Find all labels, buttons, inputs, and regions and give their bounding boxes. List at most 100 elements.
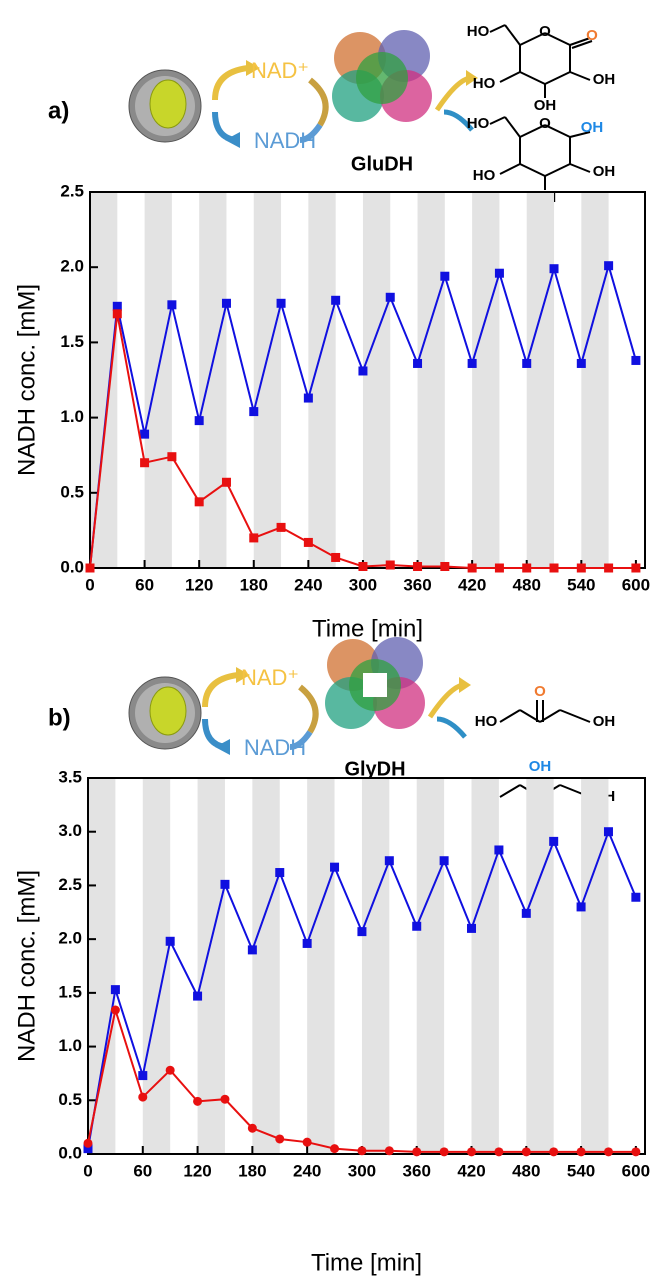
x-tick-label: 0 (85, 575, 94, 594)
arrow-sub (436, 716, 467, 739)
marker (110, 1005, 120, 1015)
marker (247, 1123, 257, 1133)
shaded-band (197, 778, 225, 1154)
marker (494, 1147, 504, 1157)
shaded-band (88, 778, 116, 1154)
marker (358, 561, 368, 571)
marker (385, 560, 395, 570)
marker (302, 938, 312, 948)
marker (112, 309, 122, 319)
shaded-band (526, 778, 554, 1154)
marker (576, 902, 586, 912)
atom-label: O (534, 683, 546, 700)
marker (330, 862, 340, 872)
marker (413, 358, 423, 368)
atom-label: OH (593, 71, 616, 88)
marker (193, 991, 203, 1001)
marker (276, 298, 286, 308)
marker (467, 563, 477, 573)
arrow-right2 (299, 123, 323, 143)
marker (110, 985, 120, 995)
marker (275, 868, 285, 878)
panel-label: a) (48, 97, 69, 124)
atom-label: OH (593, 713, 616, 730)
bond (504, 24, 521, 46)
arrow-prod-head (459, 677, 471, 693)
shaded-band (472, 192, 500, 568)
marker (576, 563, 586, 573)
marker (494, 845, 504, 855)
marker (220, 879, 230, 889)
x-tick-label: 420 (457, 1161, 485, 1180)
marker (440, 561, 450, 571)
marker (165, 936, 175, 946)
y-tick-label: 2.0 (58, 929, 82, 948)
marker (631, 355, 641, 365)
marker (167, 300, 177, 310)
bond (544, 71, 571, 85)
marker (331, 295, 341, 305)
marker (385, 292, 395, 302)
marker (549, 264, 559, 274)
x-tick-label: 360 (403, 575, 431, 594)
marker (193, 1096, 203, 1106)
marker (85, 563, 95, 573)
marker (631, 892, 641, 902)
y-tick-label: 1.0 (60, 407, 84, 426)
cofactor-oxidized: NAD⁺ (241, 665, 299, 690)
x-tick-label: 0 (83, 1161, 92, 1180)
y-tick-label: 0.5 (58, 1090, 82, 1109)
bond (544, 32, 571, 46)
marker (83, 1138, 93, 1148)
marker (194, 497, 204, 507)
marker (83, 1144, 93, 1154)
x-tick-label: 60 (133, 1161, 152, 1180)
arrow-prod-head (466, 70, 478, 86)
y-axis-title: NADH conc. [mM] (13, 284, 40, 476)
marker (604, 563, 614, 573)
y-tick-label: 2.5 (58, 875, 82, 894)
x-tick-label: 600 (622, 575, 650, 594)
shaded-band (417, 192, 445, 568)
marker (440, 271, 450, 281)
marker (140, 429, 150, 439)
x-tick-label: 480 (512, 1161, 540, 1180)
y-tick-label: 1.0 (58, 1036, 82, 1055)
cofactor-oxidized: NAD⁺ (251, 58, 309, 83)
marker (467, 923, 477, 933)
shaded-band (526, 192, 555, 568)
marker (521, 908, 531, 918)
bond (571, 40, 593, 49)
y-tick-label: 2.5 (60, 181, 84, 200)
arrow-ox (202, 672, 239, 708)
shaded-band (199, 192, 227, 568)
x-tick-label: 120 (185, 575, 213, 594)
arrow-right2 (289, 730, 313, 750)
arrow-ox-head (246, 60, 260, 76)
atom-label: OH (593, 163, 616, 180)
marker (221, 298, 231, 308)
x-tick-label: 240 (293, 1161, 321, 1180)
bond (489, 24, 506, 33)
marker (604, 261, 614, 271)
bond (499, 784, 521, 798)
marker (439, 1147, 449, 1157)
marker (138, 1071, 148, 1081)
bond (544, 124, 571, 138)
atom-label: OH (529, 758, 552, 775)
molecule: HO O OH (475, 683, 616, 730)
marker (631, 563, 641, 573)
bond (559, 709, 591, 723)
x-axis-title: Time [min] (312, 615, 423, 642)
marker (549, 836, 559, 846)
arrow-right (298, 684, 319, 734)
y-tick-label: 0.0 (58, 1143, 82, 1162)
marker (194, 416, 204, 426)
marker (140, 458, 150, 468)
marker (357, 1146, 367, 1156)
arrow-prod (434, 75, 471, 112)
bond (499, 71, 521, 83)
shaded-band (362, 192, 391, 568)
marker (331, 552, 341, 562)
panel-label: b) (48, 704, 71, 731)
